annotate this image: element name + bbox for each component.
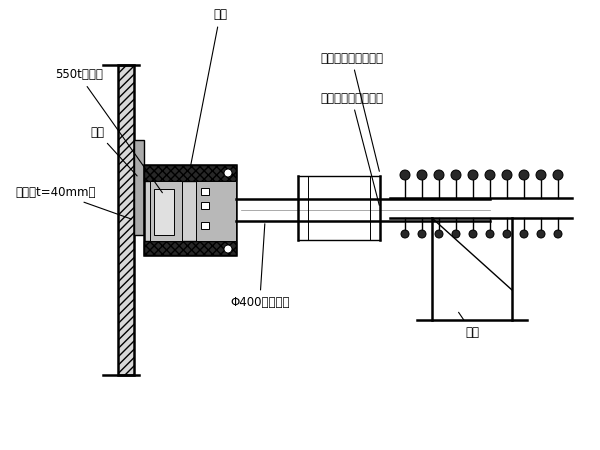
- Text: 钢板（t=40mm）: 钢板（t=40mm）: [15, 185, 131, 219]
- Circle shape: [224, 169, 232, 177]
- Circle shape: [435, 230, 443, 238]
- Circle shape: [469, 230, 477, 238]
- Circle shape: [502, 170, 512, 180]
- Circle shape: [503, 230, 511, 238]
- Circle shape: [451, 170, 461, 180]
- Circle shape: [486, 230, 494, 238]
- Text: 斜拉索施工用变径头: 斜拉索施工用变径头: [320, 51, 383, 171]
- Circle shape: [537, 230, 545, 238]
- Bar: [150, 181, 182, 241]
- Circle shape: [554, 230, 562, 238]
- Bar: [144, 165, 236, 255]
- Text: 550t千斤顶: 550t千斤顶: [55, 68, 163, 193]
- Circle shape: [401, 230, 409, 238]
- Text: Φ400无缝钢管: Φ400无缝钢管: [230, 224, 290, 309]
- Circle shape: [224, 245, 232, 253]
- Circle shape: [434, 170, 444, 180]
- Bar: [144, 241, 236, 255]
- Bar: [201, 188, 209, 195]
- Circle shape: [536, 170, 546, 180]
- Text: 牛腿: 牛腿: [458, 312, 479, 338]
- Bar: [144, 165, 236, 181]
- Circle shape: [418, 230, 426, 238]
- Text: 搡脚: 搡脚: [191, 9, 227, 166]
- Text: 斜拉索施工用开合板: 斜拉索施工用开合板: [320, 91, 383, 205]
- Bar: [201, 222, 209, 229]
- Circle shape: [468, 170, 478, 180]
- Text: 垫板: 垫板: [90, 126, 137, 176]
- Circle shape: [553, 170, 563, 180]
- Bar: [134, 140, 144, 235]
- Circle shape: [452, 230, 460, 238]
- Bar: [196, 181, 236, 241]
- Bar: [118, 65, 134, 375]
- Circle shape: [417, 170, 427, 180]
- Circle shape: [400, 170, 410, 180]
- Bar: [154, 189, 174, 235]
- Circle shape: [485, 170, 495, 180]
- Bar: [201, 202, 209, 209]
- Circle shape: [520, 230, 528, 238]
- Circle shape: [519, 170, 529, 180]
